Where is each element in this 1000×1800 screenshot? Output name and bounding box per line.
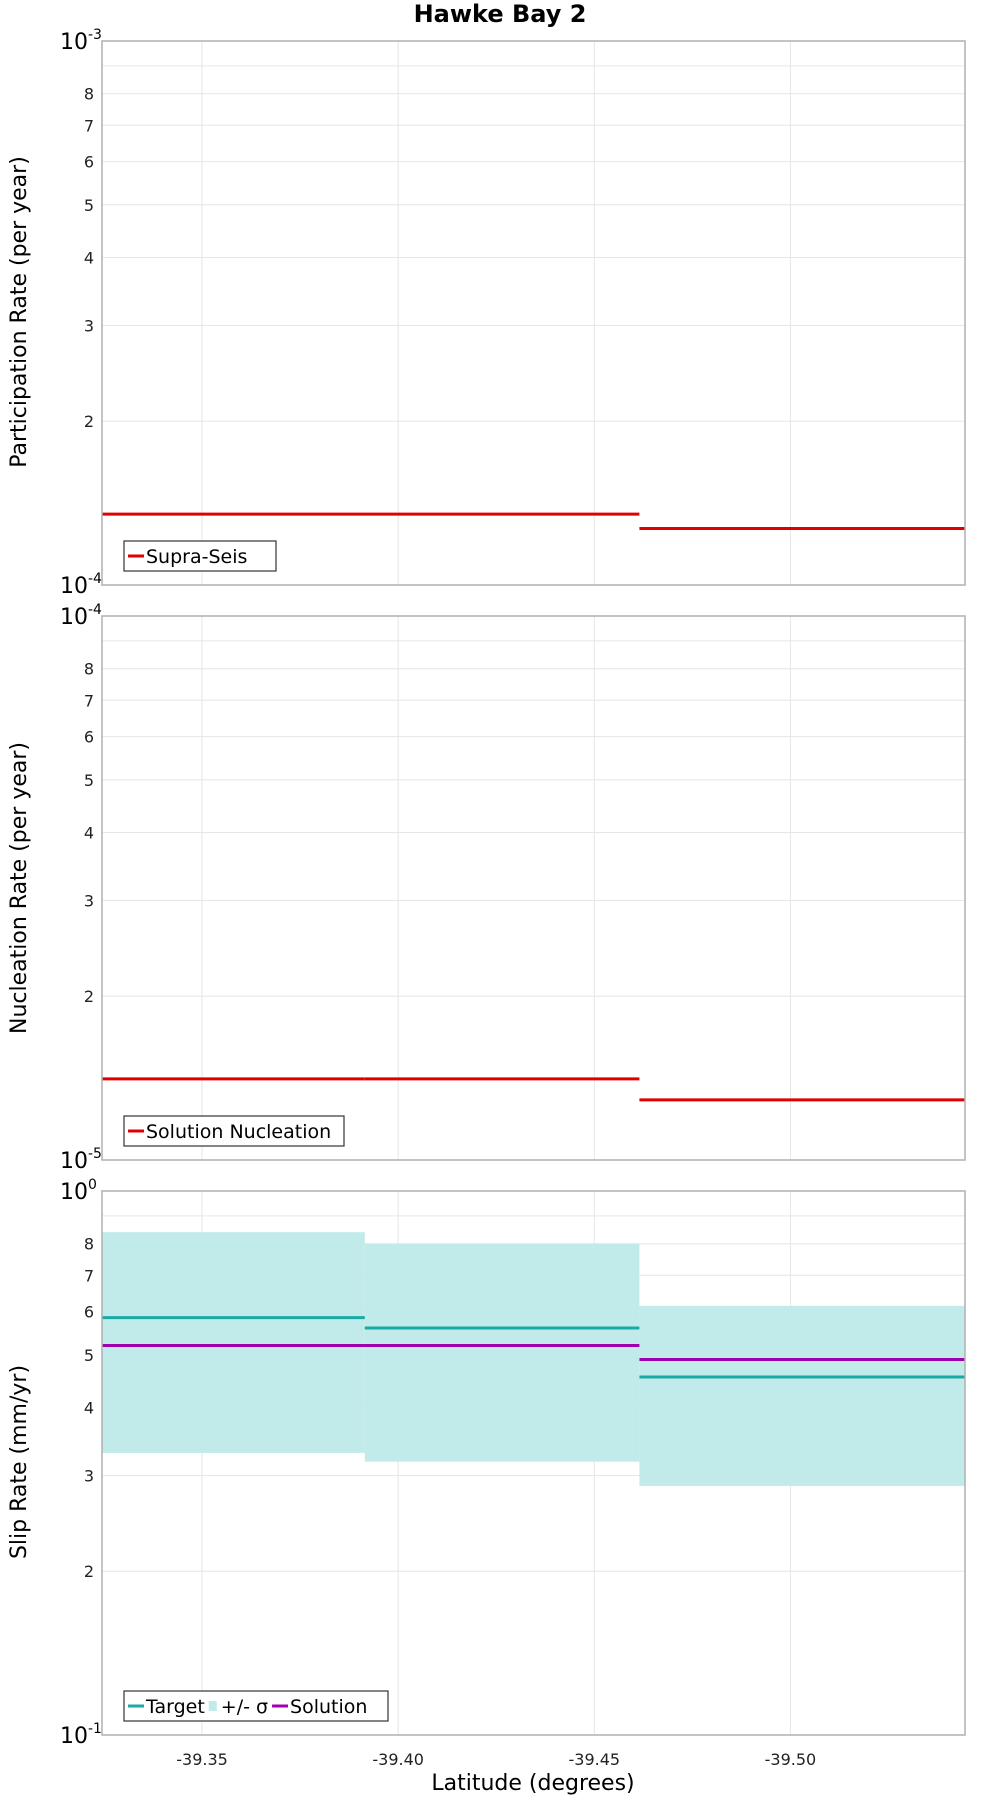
plot-frame (101, 615, 966, 1161)
legend-label: +/- σ (221, 1696, 268, 1718)
plot-frame (101, 1190, 966, 1736)
y-decade-label: 10-4 (60, 571, 102, 599)
x-tick-label: -39.40 (372, 1750, 424, 1769)
y-tick-label: 8 (84, 85, 94, 104)
y-tick-label: 7 (84, 116, 94, 135)
y-tick-label: 3 (84, 316, 94, 335)
y-tick-label: 4 (84, 823, 94, 842)
legend-label: Target (145, 1696, 205, 1718)
decade-exponent: -3 (88, 27, 102, 43)
y-tick-label: 6 (84, 728, 94, 747)
plot-area (102, 41, 965, 585)
decade-exponent: -5 (88, 1146, 102, 1162)
y-tick-label: 6 (84, 1303, 94, 1322)
decade-base: 10 (60, 30, 88, 55)
legend-box (123, 1690, 389, 1722)
participation-y-label: Participation Rate (per year) (7, 156, 32, 468)
y-tick-label: 2 (84, 1562, 94, 1581)
legend-swatch-band (208, 1701, 217, 1711)
y-tick-label: 7 (84, 1266, 94, 1285)
y-tick-label: 7 (84, 691, 94, 710)
legend-label: Solution Nucleation (146, 1121, 331, 1143)
panel-slip-rate: Slip Rate (mm/yr) Latitude (degrees) 8 7 6… (7, 1177, 966, 1796)
decade-base: 10 (60, 574, 88, 599)
x-tick-label: -39.35 (176, 1750, 228, 1769)
panel-nucleation: Nucleation Rate (per year) 876543210-410… (7, 602, 966, 1174)
y-tick-label: 4 (84, 248, 94, 267)
legend-label: Supra-Seis (146, 546, 247, 568)
y-tick-label: 2 (84, 987, 94, 1006)
x-tick-label: -39.50 (765, 1750, 817, 1769)
decade-base: 10 (60, 1724, 88, 1749)
figure-title: Hawke Bay 2 (414, 0, 587, 28)
sigma-band-segment (364, 1243, 640, 1462)
y-tick-label: 4 (84, 1398, 94, 1417)
y-decade-label: 10-4 (60, 602, 102, 630)
sigma-band-segment (639, 1305, 965, 1486)
legend-box (123, 1115, 345, 1147)
nucleation-y-label: Nucleation Rate (per year) (7, 742, 32, 1034)
decade-base: 10 (60, 1180, 88, 1205)
decade-exponent: -4 (88, 602, 102, 618)
y-tick-label: 8 (84, 660, 94, 679)
y-decade-label: 100 (60, 1177, 97, 1205)
y-tick-label: 2 (84, 412, 94, 431)
y-decade-label: 10-3 (60, 27, 102, 55)
plot-area (102, 616, 965, 1160)
decade-exponent: -4 (88, 571, 102, 587)
plot-frame (101, 40, 966, 586)
legend-label: Solution (290, 1696, 367, 1718)
x-axis-label: Latitude (degrees) (431, 1771, 634, 1796)
y-tick-label: 3 (84, 1466, 94, 1485)
legend-box (123, 540, 277, 572)
y-tick-label: 6 (84, 153, 94, 172)
y-tick-label: 5 (84, 196, 94, 215)
y-tick-label: 3 (84, 891, 94, 910)
decade-exponent: -1 (88, 1721, 102, 1737)
x-tick-label: -39.45 (569, 1750, 621, 1769)
y-tick-label: 5 (84, 771, 94, 790)
y-tick-label: 8 (84, 1235, 94, 1254)
slip-rate-y-label: Slip Rate (mm/yr) (7, 1365, 32, 1559)
y-decade-label: 10-5 (60, 1146, 102, 1174)
decade-base: 10 (60, 1149, 88, 1174)
y-decade-label: 10-1 (60, 1721, 102, 1749)
panel-participation: Participation Rate (per year) 876543210-… (7, 27, 966, 599)
y-tick-label: 5 (84, 1346, 94, 1365)
decade-base: 10 (60, 605, 88, 630)
sigma-band-segment (102, 1232, 365, 1453)
decade-exponent: 0 (88, 1177, 97, 1193)
